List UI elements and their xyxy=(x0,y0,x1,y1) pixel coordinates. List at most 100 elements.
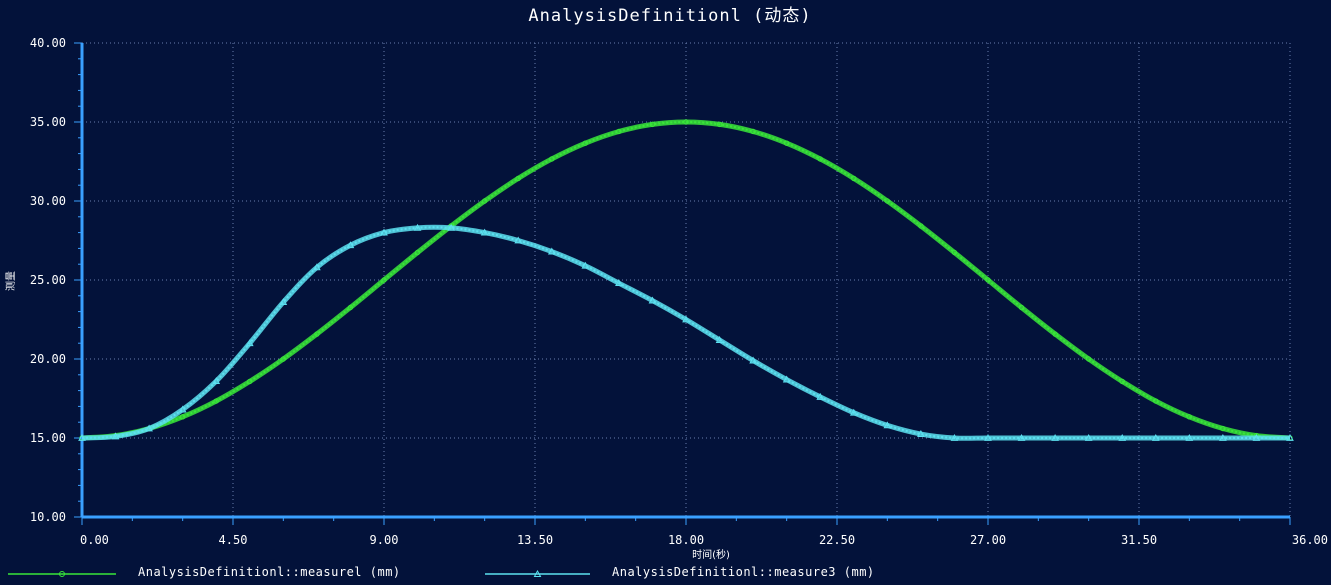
data-point xyxy=(381,277,387,283)
data-point xyxy=(178,405,187,413)
data-point xyxy=(1286,433,1294,441)
y-axis-label: 测量 xyxy=(4,271,17,291)
data-point xyxy=(581,261,590,269)
legend-label: AnalysisDefinitionl::measurel (mm) xyxy=(138,565,401,579)
x-tick-label: 13.50 xyxy=(517,533,553,547)
data-point xyxy=(413,223,422,231)
data-point xyxy=(849,408,858,416)
chart-title: AnalysisDefinitionl (动态) xyxy=(528,6,811,26)
data-point xyxy=(750,128,756,135)
x-tick-label: 0.00 xyxy=(80,533,109,547)
data-point xyxy=(1052,331,1058,337)
data-point xyxy=(649,121,656,128)
legend-item-1: AnalysisDefinitionl::measurel (mm) xyxy=(8,565,401,579)
data-point xyxy=(950,433,959,441)
data-point xyxy=(817,156,823,162)
x-tick-label: 36.00 xyxy=(1292,533,1328,547)
data-point xyxy=(78,433,86,441)
data-point xyxy=(380,228,388,236)
series-line xyxy=(81,224,1290,441)
y-tick-label: 30.00 xyxy=(30,194,66,208)
data-point xyxy=(247,378,253,385)
series-1 xyxy=(79,119,1293,441)
y-tick-label: 40.00 xyxy=(30,36,66,50)
data-point xyxy=(1017,433,1026,441)
data-point xyxy=(547,247,556,255)
data-point xyxy=(1151,433,1160,441)
legend-marker xyxy=(533,569,542,577)
legend-label: AnalysisDefinitionl::measure3 (mm) xyxy=(612,565,875,579)
data-point xyxy=(280,356,287,362)
data-point xyxy=(782,375,791,383)
data-point xyxy=(314,331,320,337)
data-point xyxy=(1051,433,1059,441)
data-point xyxy=(1186,414,1193,420)
x-tick-label: 31.50 xyxy=(1121,533,1157,547)
data-point xyxy=(648,296,657,304)
data-point xyxy=(616,128,622,135)
data-point xyxy=(1185,433,1194,441)
data-point xyxy=(1153,398,1159,404)
y-tick-label: 15.00 xyxy=(30,431,66,445)
data-point xyxy=(883,421,892,429)
series-2 xyxy=(78,223,1294,441)
data-point xyxy=(447,223,455,231)
data-point xyxy=(480,228,489,236)
data-point xyxy=(985,277,991,283)
data-point xyxy=(682,315,690,323)
y-tick-label: 20.00 xyxy=(30,352,66,366)
data-point xyxy=(1252,433,1261,441)
data-point xyxy=(918,223,924,229)
data-point xyxy=(615,279,623,287)
series-group xyxy=(78,119,1294,441)
data-point xyxy=(245,339,254,347)
data-point xyxy=(716,121,723,128)
data-point xyxy=(851,175,857,182)
data-point xyxy=(1084,433,1093,441)
data-point xyxy=(111,432,120,440)
x-tick-label: 4.50 xyxy=(219,533,248,547)
legend-marker xyxy=(59,571,65,577)
series-line-detail xyxy=(81,226,1290,440)
data-point xyxy=(313,263,321,271)
data-point xyxy=(212,377,221,385)
data-point xyxy=(683,119,689,125)
y-tick-label: 25.00 xyxy=(30,273,66,287)
data-point xyxy=(549,156,555,162)
data-point xyxy=(951,249,958,256)
grid-lines xyxy=(82,42,1291,517)
data-point xyxy=(1119,378,1125,385)
data-point xyxy=(884,198,891,204)
data-point xyxy=(749,356,757,364)
data-point xyxy=(1018,304,1025,311)
x-tick-label: 9.00 xyxy=(370,533,399,547)
data-point xyxy=(582,140,589,146)
data-point xyxy=(1219,433,1227,441)
data-point xyxy=(145,424,153,432)
legend: AnalysisDefinitionl::measurel (mm) Analys… xyxy=(8,565,875,579)
data-point xyxy=(347,304,354,311)
x-axis-label: 时间(秒) xyxy=(692,548,730,561)
tick-labels: 0.00 4.50 9.00 13.50 18.00 22.50 27.00 31.50 36.… xyxy=(30,36,1328,547)
data-point xyxy=(1118,433,1127,441)
x-tick-label: 22.50 xyxy=(819,533,855,547)
y-tick-label: 10.00 xyxy=(30,510,66,524)
x-tick-label: 18.00 xyxy=(668,533,704,547)
data-point xyxy=(1085,356,1092,362)
data-point xyxy=(984,433,992,441)
data-point xyxy=(514,236,523,244)
data-point xyxy=(213,398,219,404)
data-point xyxy=(783,140,790,146)
data-point xyxy=(816,392,825,400)
data-point xyxy=(515,175,521,182)
legend-item-2: AnalysisDefinitionl::measure3 (mm) xyxy=(485,565,875,579)
data-point xyxy=(414,249,421,256)
y-tick-label: 35.00 xyxy=(30,115,66,129)
data-point xyxy=(715,336,724,343)
axes xyxy=(74,42,1291,525)
data-point xyxy=(279,298,288,306)
data-point xyxy=(179,414,186,420)
data-point xyxy=(481,198,488,204)
x-tick-label: 27.00 xyxy=(970,533,1006,547)
